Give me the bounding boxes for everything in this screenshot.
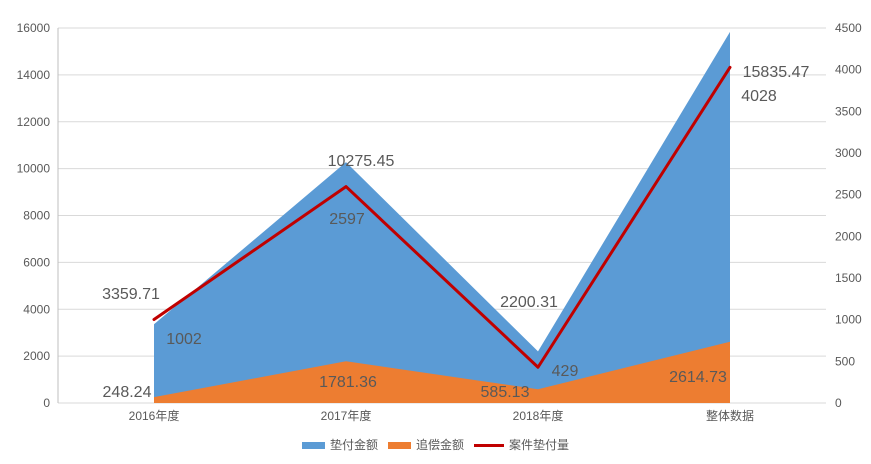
left-axis-tick-label: 6000 <box>23 255 50 269</box>
data-label-case-count-1: 2597 <box>329 211 365 228</box>
legend-item-recovery-amount[interactable]: 追偿金额 <box>387 438 464 452</box>
x-category-label: 2016年度 <box>129 408 180 423</box>
data-label-case-count-2: 429 <box>552 363 579 380</box>
right-axis-tick-label: 0 <box>835 396 842 410</box>
chart-plot-area: 0 2000 4000 6000 8000 10000 12000 14000 16000 0 50… <box>17 21 862 423</box>
left-axis-tick-label: 4000 <box>23 302 50 316</box>
chart-legend: 垫付金额 追偿金额 案件垫付量 <box>0 434 871 456</box>
series-area-recovery-amount <box>154 341 730 403</box>
right-axis-tick-label: 2500 <box>835 188 862 202</box>
series-area-advance-amount <box>154 31 730 404</box>
legend-swatch-advance-amount-icon <box>301 441 325 449</box>
data-label-case-count-3: 4028 <box>741 88 777 105</box>
data-label-recovery-amount-2: 585.13 <box>481 384 530 401</box>
left-axis-tick-label: 0 <box>43 396 50 410</box>
legend-item-case-count[interactable]: 案件垫付量 <box>474 438 569 452</box>
legend-swatch-case-count-icon <box>474 443 504 447</box>
left-axis-tick-label: 8000 <box>23 209 50 223</box>
data-label-recovery-amount-3: 2614.73 <box>669 369 727 386</box>
legend-label-recovery-amount: 追偿金额 <box>415 438 464 452</box>
data-label-recovery-amount-1: 1781.36 <box>319 374 377 391</box>
data-label-advance-amount-0: 3359.71 <box>102 286 160 303</box>
right-axis-tick-label: 1500 <box>835 271 862 285</box>
right-axis-tick-label: 4000 <box>835 63 862 77</box>
legend-label-case-count: 案件垫付量 <box>509 438 570 452</box>
series-line-case-count <box>152 65 732 369</box>
left-axis-tick-label: 2000 <box>23 349 50 363</box>
left-axis-tick-label: 10000 <box>17 162 51 176</box>
x-category-label: 2018年度 <box>513 408 564 423</box>
data-label-recovery-amount-0: 248.24 <box>103 384 152 401</box>
right-axis-tick-label: 3500 <box>835 104 862 118</box>
right-axis-tick-label: 4500 <box>835 21 862 35</box>
legend-item-advance-amount[interactable]: 垫付金额 <box>301 438 378 452</box>
data-label-advance-amount-2: 2200.31 <box>500 294 558 311</box>
data-label-advance-amount-1: 10275.45 <box>328 153 395 170</box>
right-axis-tick-label: 1000 <box>835 313 862 327</box>
right-axis-tick-label: 500 <box>835 354 855 368</box>
left-axis-tick-label: 12000 <box>17 115 51 129</box>
legend-label-advance-amount: 垫付金额 <box>329 438 378 452</box>
data-label-case-count-0: 1002 <box>166 331 202 348</box>
x-category-label: 2017年度 <box>321 408 372 423</box>
legend-swatch-recovery-amount-icon <box>387 441 411 449</box>
left-axis-tick-label: 14000 <box>17 68 51 82</box>
right-axis-tick-label: 2000 <box>835 229 862 243</box>
data-label-advance-amount-3: 15835.47 <box>743 64 810 81</box>
right-axis-tick-label: 3000 <box>835 146 862 160</box>
left-axis-tick-label: 16000 <box>17 21 51 35</box>
x-category-label: 整体数据 <box>706 408 754 423</box>
